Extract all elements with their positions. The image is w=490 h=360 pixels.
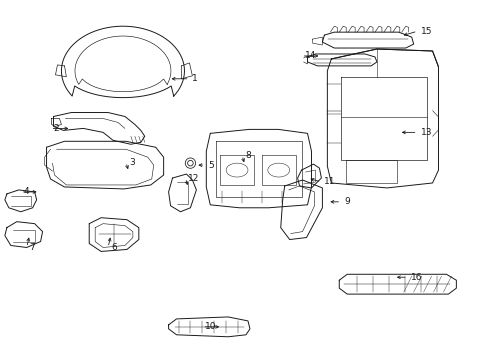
Text: 14: 14 [305, 51, 316, 60]
Text: 3: 3 [129, 158, 135, 167]
Text: 11: 11 [324, 177, 336, 186]
Text: 9: 9 [344, 197, 350, 206]
Text: 7: 7 [30, 243, 35, 252]
Text: 15: 15 [420, 27, 432, 36]
Text: 12: 12 [189, 174, 200, 183]
Text: 16: 16 [411, 273, 422, 282]
Text: 1: 1 [193, 74, 198, 83]
Text: 8: 8 [245, 151, 251, 160]
Text: 2: 2 [53, 124, 59, 133]
Text: 10: 10 [205, 322, 217, 331]
Text: 5: 5 [208, 161, 214, 170]
Text: 13: 13 [420, 128, 432, 137]
Text: 6: 6 [111, 243, 117, 252]
Text: 4: 4 [24, 188, 29, 197]
